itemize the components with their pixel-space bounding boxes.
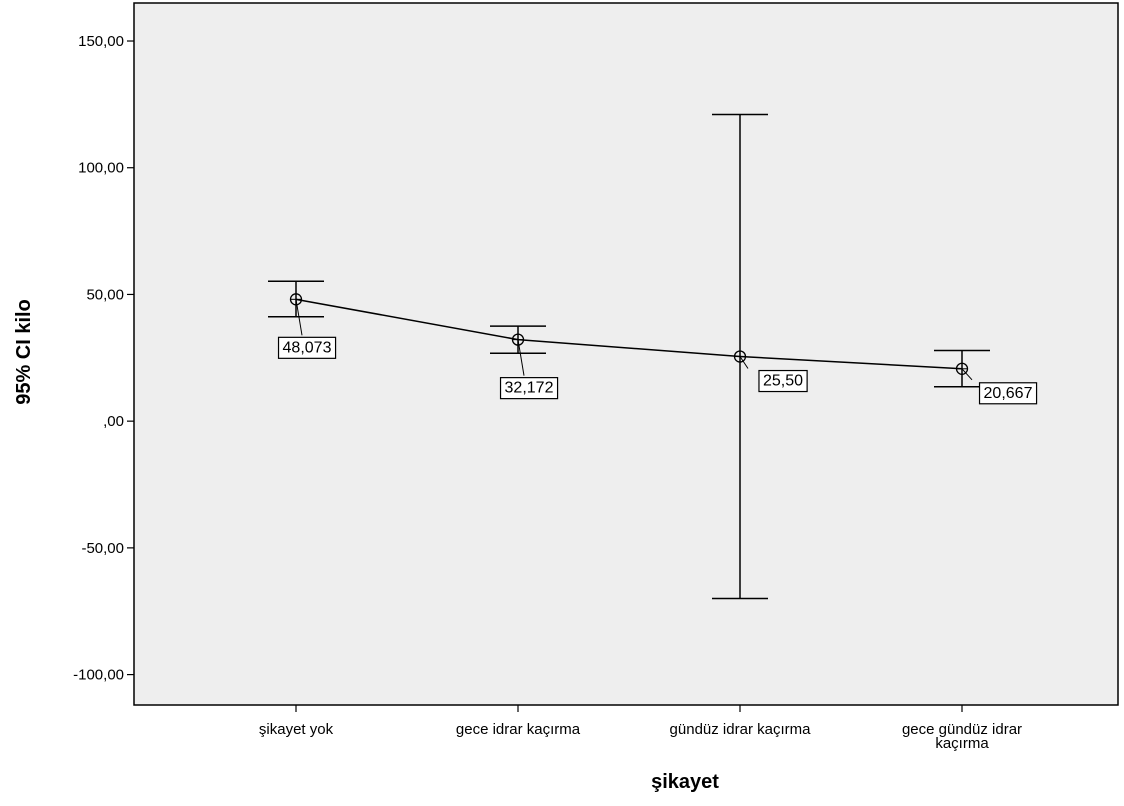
data-label-box — [978, 382, 1038, 405]
data-label: 32,172 — [505, 380, 554, 397]
x-tick-label: gece gündüz idrar kaçırma — [902, 721, 1022, 752]
data-label-leader — [295, 299, 303, 336]
y-tick-label: -100,00 — [73, 667, 124, 684]
x-tick-label: gece idrar kaçırma — [456, 721, 581, 738]
data-label-box — [758, 369, 808, 393]
data-label-leader — [961, 368, 973, 381]
data-label-leader — [517, 339, 525, 376]
x-axis: şikayet yok gece idrar kaçırma gündüz idra… — [259, 705, 1022, 752]
data-label-leader — [739, 356, 749, 369]
data-label-box — [499, 377, 559, 400]
data-label: 25,50 — [763, 373, 803, 390]
data-label-box — [277, 336, 337, 359]
x-tick-label: şikayet yok — [259, 721, 334, 738]
data-label: 20,667 — [984, 385, 1033, 402]
y-axis: -100,00 -50,00 ,00 50,00 100,00 150,00 — [73, 33, 134, 684]
data-label: 48,073 — [283, 339, 332, 356]
y-tick-label: 100,00 — [78, 160, 124, 177]
data-labels: 48,073 32,172 25,50 20,667 — [277, 299, 1038, 405]
x-axis-title: şikayet — [651, 771, 719, 793]
mean-line — [295, 298, 963, 370]
y-tick-label: ,00 — [103, 413, 124, 430]
y-tick-label: 150,00 — [78, 33, 124, 50]
x-tick-label: gündüz idrar kaçırma — [670, 721, 812, 738]
y-axis-title: 95% CI kilo — [13, 299, 35, 405]
y-tick-label: 50,00 — [86, 286, 124, 303]
y-tick-label: -50,00 — [81, 540, 124, 557]
mean-markers — [289, 293, 969, 375]
